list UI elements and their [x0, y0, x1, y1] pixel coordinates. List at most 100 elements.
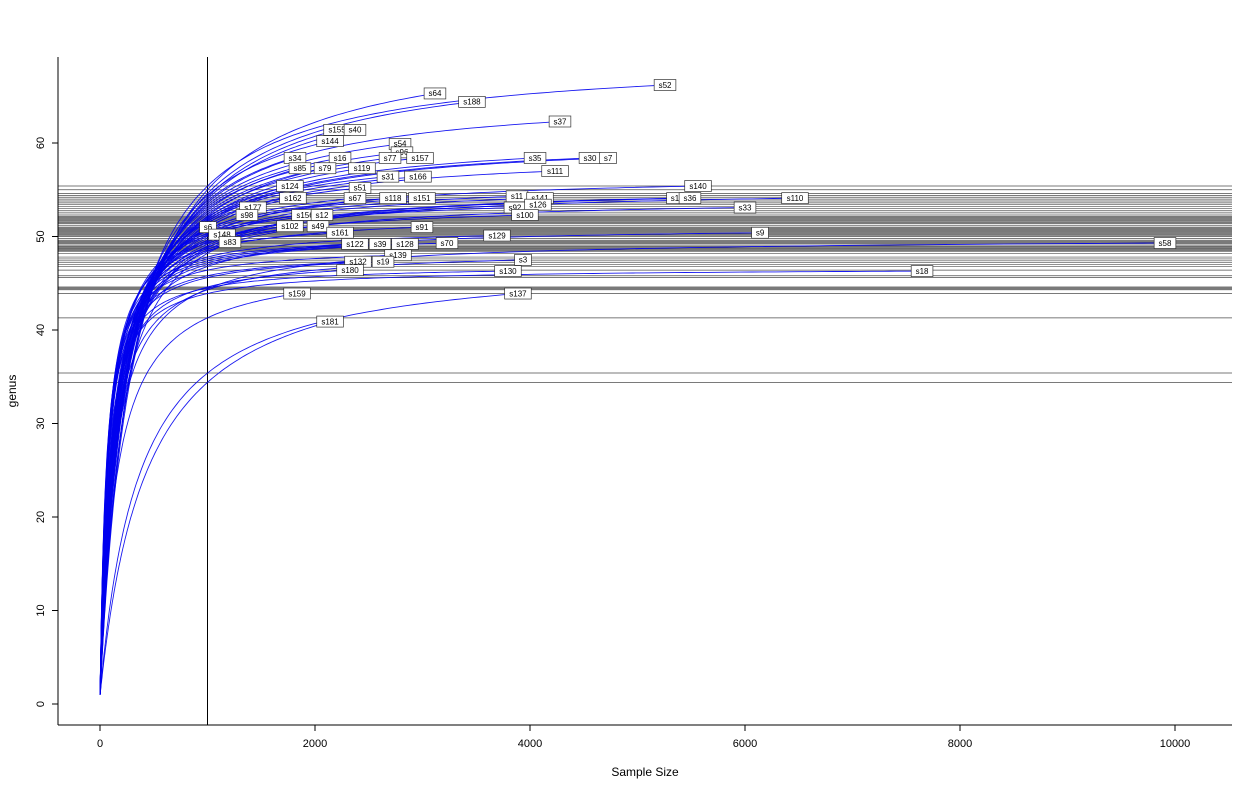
- curve-label-s3: s3: [514, 254, 532, 266]
- curve-label-s166: s166: [404, 170, 432, 183]
- curve-label-s139: s139: [384, 249, 412, 262]
- curve-label-box: [341, 238, 369, 250]
- curve-label-text: s129: [488, 231, 506, 240]
- curve-label-text: s85: [293, 164, 306, 173]
- rarefaction-curve-s159: [99, 293, 298, 695]
- curve-label-s161: s161: [326, 226, 354, 239]
- x-tick-label: 10000: [1160, 738, 1191, 750]
- curve-label-box: [218, 236, 242, 248]
- curve-label-text: s49: [312, 222, 325, 231]
- y-tick-label: 40: [35, 324, 47, 336]
- curve-label-s162: s162: [279, 192, 307, 205]
- curve-label-text: s6: [204, 223, 213, 232]
- curve-label-s126: s126: [524, 198, 552, 211]
- curve-label-text: s161: [331, 229, 349, 238]
- curve-label-text: s110: [787, 194, 804, 203]
- rarefaction-curve-s64: [99, 92, 436, 695]
- x-tick-label: 4000: [518, 738, 542, 750]
- curve-label-text: s151: [413, 194, 431, 203]
- curve-label-s181: s181: [316, 315, 344, 328]
- curve-label-box: [423, 87, 447, 100]
- curve-label-text: s128: [396, 240, 414, 249]
- curve-label-text: s51: [354, 184, 367, 193]
- curve-label-text: s91: [416, 223, 429, 232]
- curve-label-text: s37: [554, 117, 567, 126]
- rarefaction-curve-s130: [99, 270, 509, 695]
- curve-label-s159: s159: [283, 287, 311, 300]
- curve-label-text: s3: [519, 256, 528, 265]
- rarefaction-curve-s58: [99, 242, 1166, 695]
- curve-label-box: [599, 152, 617, 164]
- rarefaction-curve-s70: [99, 242, 448, 695]
- x-tick-label: 0: [97, 738, 103, 750]
- rarefaction-curve-s3: [99, 259, 524, 695]
- rarefaction-curve-s1: [99, 197, 676, 695]
- curve-label-text: s100: [516, 211, 534, 220]
- curve-label-box: [541, 165, 569, 177]
- y-axis-title: genus: [5, 375, 19, 408]
- curve-label-box: [199, 221, 217, 233]
- curve-label-s137: s137: [504, 287, 532, 300]
- curve-label-box: [343, 124, 367, 136]
- curve-label-text: s188: [463, 98, 481, 107]
- curve-label-text: s58: [1159, 239, 1172, 248]
- x-tick-label: 2000: [303, 738, 327, 750]
- curve-label-box: [313, 162, 337, 175]
- curve-label-text: s67: [349, 194, 362, 203]
- curve-label-box: [733, 201, 757, 214]
- curve-label-s128: s128: [391, 238, 419, 250]
- curve-label-text: s35: [529, 154, 542, 163]
- rarefaction-curve-s54: [99, 143, 401, 695]
- curve-label-s16: s16: [328, 152, 352, 164]
- rarefaction-curve-s126: [99, 204, 539, 695]
- curve-label-text: s180: [341, 266, 359, 275]
- curve-label-text: s118: [385, 194, 402, 203]
- curve-label-s6: s6: [199, 221, 217, 233]
- curve-label-s122: s122: [341, 238, 369, 250]
- curve-label-text: s140: [689, 182, 707, 191]
- curve-label-text: s119: [354, 164, 371, 173]
- rarefaction-curves: [99, 84, 1166, 695]
- curve-label-text: s40: [349, 126, 362, 135]
- rarefaction-curve-s37: [99, 121, 561, 695]
- curve-label-s51: s51: [348, 182, 372, 194]
- curve-label-s110: s110: [781, 192, 809, 205]
- curve-label-s58: s58: [1153, 237, 1177, 249]
- curve-label-text: s16: [334, 154, 347, 163]
- y-tick-label: 50: [35, 230, 47, 242]
- curve-label-text: s79: [319, 164, 332, 173]
- rarefaction-curve-s139: [99, 254, 399, 695]
- curve-label-text: s1: [671, 194, 680, 203]
- curve-label-s52: s52: [653, 79, 677, 91]
- curve-label-s124: s124: [276, 180, 304, 192]
- curve-label-text: s102: [281, 222, 299, 231]
- curve-label-box: [483, 229, 511, 242]
- curve-label-text: s181: [321, 317, 339, 326]
- curve-label-box: [504, 287, 532, 300]
- rarefaction-curve-s36: [99, 197, 691, 695]
- curve-label-box: [376, 170, 400, 183]
- curve-label-text: s12: [316, 211, 329, 220]
- curve-label-box: [523, 152, 547, 164]
- curve-label-s157: s157: [406, 152, 434, 164]
- rarefaction-curve-s181: [99, 321, 331, 695]
- curve-label-box: [348, 162, 376, 175]
- curve-label-text: s92: [508, 203, 521, 212]
- curve-label-box: [368, 238, 392, 250]
- curve-label-text: s36: [684, 194, 697, 203]
- curve-label-text: s31: [382, 172, 395, 181]
- curve-label-text: s52: [659, 81, 672, 90]
- curve-label-s83: s83: [218, 236, 242, 248]
- x-axis-title: Sample Size: [611, 765, 679, 779]
- curve-label-text: s126: [529, 201, 547, 210]
- curve-label-text: s111: [547, 167, 564, 176]
- curve-label-box: [316, 315, 344, 328]
- curve-label-text: s30: [584, 154, 597, 163]
- rarefaction-curve-s137: [99, 293, 519, 695]
- curve-label-text: s33: [739, 203, 752, 212]
- curve-label-box: [384, 249, 412, 262]
- curve-label-box: [326, 226, 354, 239]
- curve-label-s91: s91: [410, 221, 434, 233]
